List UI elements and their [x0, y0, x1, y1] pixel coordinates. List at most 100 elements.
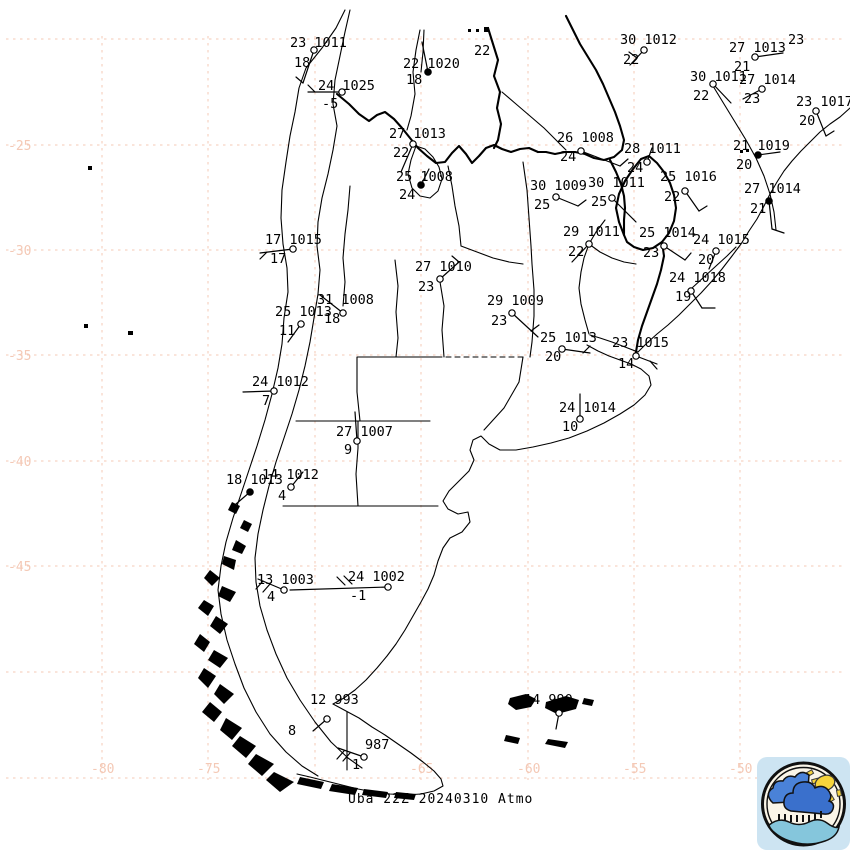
station-dewpoint-label: 8 — [288, 723, 296, 739]
station-plot: 26 1008 24 — [557, 130, 629, 167]
station-circle — [280, 586, 288, 594]
station-plot: 23 1011 18 — [290, 35, 347, 84]
station-dewpoint-label: 20 — [698, 252, 714, 268]
station-wind-barb — [421, 41, 429, 73]
station-dewpoint-label: 17 — [270, 251, 286, 267]
lat-label: -30 — [8, 244, 31, 259]
station-wind-barb — [242, 390, 275, 393]
station-wind-barb — [336, 576, 346, 586]
falkland-islands — [504, 694, 594, 748]
station-circle — [360, 753, 368, 761]
station-temp-pressure-label: 30 1011 — [588, 175, 645, 191]
station-dewpoint-label: 11 — [279, 323, 295, 339]
station-plot: 25 1013 11 — [275, 304, 332, 343]
map-caption: Uba 22Z 20240310 Atmo — [348, 792, 534, 807]
lon-label: -50 — [729, 762, 752, 777]
station-dewpoint-label: 22 — [623, 52, 639, 68]
station-wind-barb — [628, 51, 638, 59]
lat-label: -35 — [8, 349, 31, 364]
station-temp-pressure-label: 17 1015 — [265, 232, 322, 248]
station-wind-barb — [337, 747, 365, 758]
andes-border — [254, 9, 363, 769]
station-wind-barb — [262, 583, 271, 593]
pacific-coastline — [217, 9, 346, 777]
station-temp-pressure-label: 25 1008 — [396, 169, 453, 185]
station-dewpoint-label: 19 — [675, 289, 691, 305]
station-wind-barb — [825, 130, 835, 137]
station-circle — [353, 437, 361, 445]
station-dewpoint-label: 20 — [736, 157, 752, 173]
station-dewpoint-label: 18 — [294, 55, 310, 71]
station-wind-barb — [571, 243, 590, 263]
station-circle — [287, 483, 295, 491]
station-dewpoint-label: 22 — [693, 88, 709, 104]
station-wind-barb — [342, 752, 351, 762]
station-plot: 30 1009 25 — [530, 178, 587, 213]
rio-de-la-plata-coastline — [332, 334, 652, 705]
station-circle — [436, 275, 444, 283]
station-dewpoint-label: 14 — [618, 356, 634, 372]
weather-logo-graphic — [757, 757, 850, 850]
station-plot: 17 1015 17 — [259, 232, 322, 267]
station-temp-pressure-label: 987 — [365, 737, 389, 753]
station-circle — [709, 80, 717, 88]
station-wind-barb — [336, 750, 345, 760]
station-plot: 25 1008 24 — [396, 168, 453, 203]
station-temp-pressure-label: 18 1013 — [226, 472, 283, 488]
station-temp-pressure-label: 27 1013 — [729, 40, 786, 56]
station-temp-pressure-label: 28 1011 — [624, 141, 681, 157]
station-circle — [660, 242, 668, 250]
station-dewpoint-label: 23 — [491, 313, 507, 329]
station-wind-barb — [530, 324, 540, 332]
station-circle — [310, 46, 318, 54]
station-wind-barb — [555, 196, 579, 207]
station-wind-barb — [511, 312, 539, 338]
station-temp-pressure-label: 14 1012 — [262, 467, 319, 483]
station-circle — [632, 352, 640, 360]
station-wind-barb — [815, 110, 827, 137]
station-circle — [712, 247, 720, 255]
chilean-archipelago-islands — [194, 502, 416, 800]
station-circle — [289, 245, 297, 253]
station-temp-pressure-label: 27 1014 — [739, 72, 796, 88]
station-circle — [576, 415, 584, 423]
station-wind-barb — [259, 248, 294, 254]
wave-icon — [768, 819, 841, 845]
station-weather-mark — [746, 149, 749, 152]
station-plot: 25 1013 20 — [540, 330, 597, 365]
station-temp-pressure-label: 30 1011 — [690, 69, 747, 85]
station-circle — [297, 320, 305, 328]
station-wind-barb — [439, 261, 460, 280]
station-temp-pressure-label: 27 1010 — [415, 259, 472, 275]
station-circle — [608, 194, 616, 202]
lon-label: -60 — [517, 762, 540, 777]
station-plot: 22 — [468, 27, 490, 59]
station-dewpoint-label: 4 — [267, 589, 275, 605]
station-temp-pressure-label: 30 1012 — [620, 32, 677, 48]
station-wind-barb — [343, 575, 353, 585]
station-circle — [643, 158, 651, 166]
station-temp-pressure-label: 24 1018 — [669, 270, 726, 286]
province-borders-north — [342, 29, 637, 358]
station-plot: 25 1016 22 — [660, 169, 717, 212]
station-wind-barb — [295, 76, 304, 84]
station-circle — [577, 147, 585, 155]
station-temp-pressure-label: 24 1002 — [348, 569, 405, 585]
station-temp-pressure-label: 24 1012 — [252, 374, 309, 390]
station-circle — [765, 197, 773, 205]
station-circle — [552, 193, 560, 201]
station-dewpoint-label: 1 — [352, 757, 360, 773]
station-temp-pressure-label: 22 — [474, 43, 490, 59]
station-wind-barb — [319, 294, 344, 314]
pilcomayo-river — [486, 26, 503, 150]
station-temp-pressure-label: 22 1020 — [403, 56, 460, 72]
station-wind-barb — [649, 360, 658, 370]
station-wind-barb — [255, 580, 264, 590]
station-circle — [270, 387, 278, 395]
station-temp-pressure-label: 27 1013 — [389, 126, 446, 142]
paraguay-river — [536, 14, 626, 162]
station-temp-pressure-label: 24 1025 — [318, 78, 375, 94]
